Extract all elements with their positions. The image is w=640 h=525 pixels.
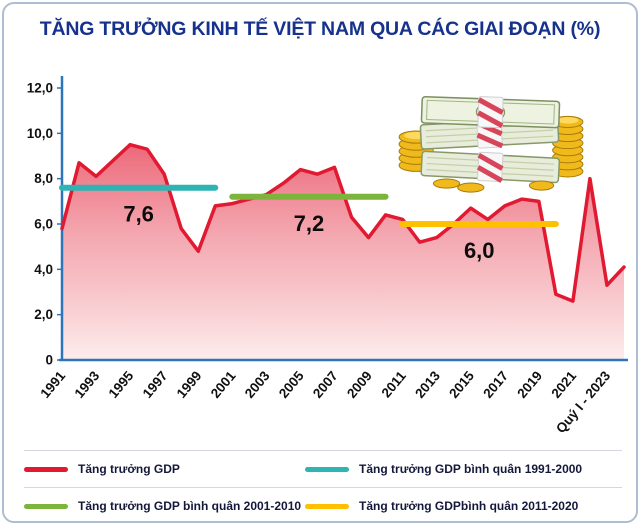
y-tick-label: 2,0 (34, 307, 53, 322)
y-tick-label: 8,0 (34, 171, 53, 186)
avg-label-2001-2010: 7,2 (294, 211, 325, 236)
x-tick-label: 2005 (276, 368, 307, 401)
x-tick-label: 2017 (480, 368, 511, 401)
x-tick-label: 1993 (72, 368, 103, 401)
x-tick-label: 2007 (310, 368, 341, 401)
x-tick-label: 1999 (174, 368, 205, 401)
x-tick-label: 1995 (106, 368, 137, 401)
x-tick-label: 2001 (208, 368, 239, 401)
legend-swatch-avg-2001-2010 (24, 503, 68, 509)
x-tick-label: 2009 (344, 368, 375, 401)
legend-swatch-gdp (24, 466, 68, 472)
dollar-bundles (420, 95, 560, 185)
gdp-area-fill (62, 144, 624, 360)
x-tick-label: 2021 (548, 368, 579, 401)
y-tick-label: 4,0 (34, 262, 53, 277)
x-tick-label: 2003 (242, 368, 273, 401)
legend-swatch-avg-2011-2020 (305, 503, 350, 509)
coin-stack-right (552, 115, 584, 178)
chart-title: TĂNG TRƯỞNG KINH TẾ VIỆT NAM QUA CÁC GIA… (39, 18, 601, 40)
legend-item-avg-2011-2020: Tăng trưởng GDPbình quân 2011-2020 (305, 487, 622, 521)
legend-label-avg-2001-2010: Tăng trưởng GDP bình quân 2001-2010 (78, 499, 302, 513)
x-tick-label: 2013 (412, 368, 443, 401)
x-tick-label: 1991 (37, 368, 68, 401)
avg-label-2011-2020: 6,0 (464, 238, 495, 263)
coins-front (432, 178, 555, 193)
money-stack-illustration (398, 95, 584, 193)
legend-swatch-avg-1991-2000 (305, 466, 350, 472)
gdp-line (60, 142, 626, 303)
y-tick-label: 0 (45, 353, 53, 368)
y-tick-label: 6,0 (34, 217, 53, 232)
x-tick-label: 2019 (514, 368, 545, 401)
avg-label-1991-2000: 7,6 (123, 202, 154, 227)
legend-label-gdp: Tăng trưởng GDP (78, 462, 180, 476)
legend: Tăng trưởng GDP Tăng trưởng GDP bình quâ… (4, 450, 636, 521)
x-tick-label: 2015 (446, 368, 477, 401)
y-tick-label: 10,0 (27, 126, 53, 141)
legend-item-avg-2001-2010: Tăng trưởng GDP bình quân 2001-2010 (24, 487, 306, 521)
legend-label-avg-2011-2020: Tăng trưởng GDPbình quân 2011-2020 (359, 499, 579, 513)
legend-item-gdp: Tăng trưởng GDP (24, 450, 306, 487)
x-tick-label: 2011 (379, 368, 410, 400)
x-tick-label: 1997 (140, 368, 171, 401)
legend-label-avg-1991-2000: Tăng trưởng GDP bình quân 1991-2000 (359, 462, 583, 476)
y-tick-label: 12,0 (27, 81, 53, 96)
legend-item-avg-1991-2000: Tăng trưởng GDP bình quân 1991-2000 (305, 450, 622, 487)
